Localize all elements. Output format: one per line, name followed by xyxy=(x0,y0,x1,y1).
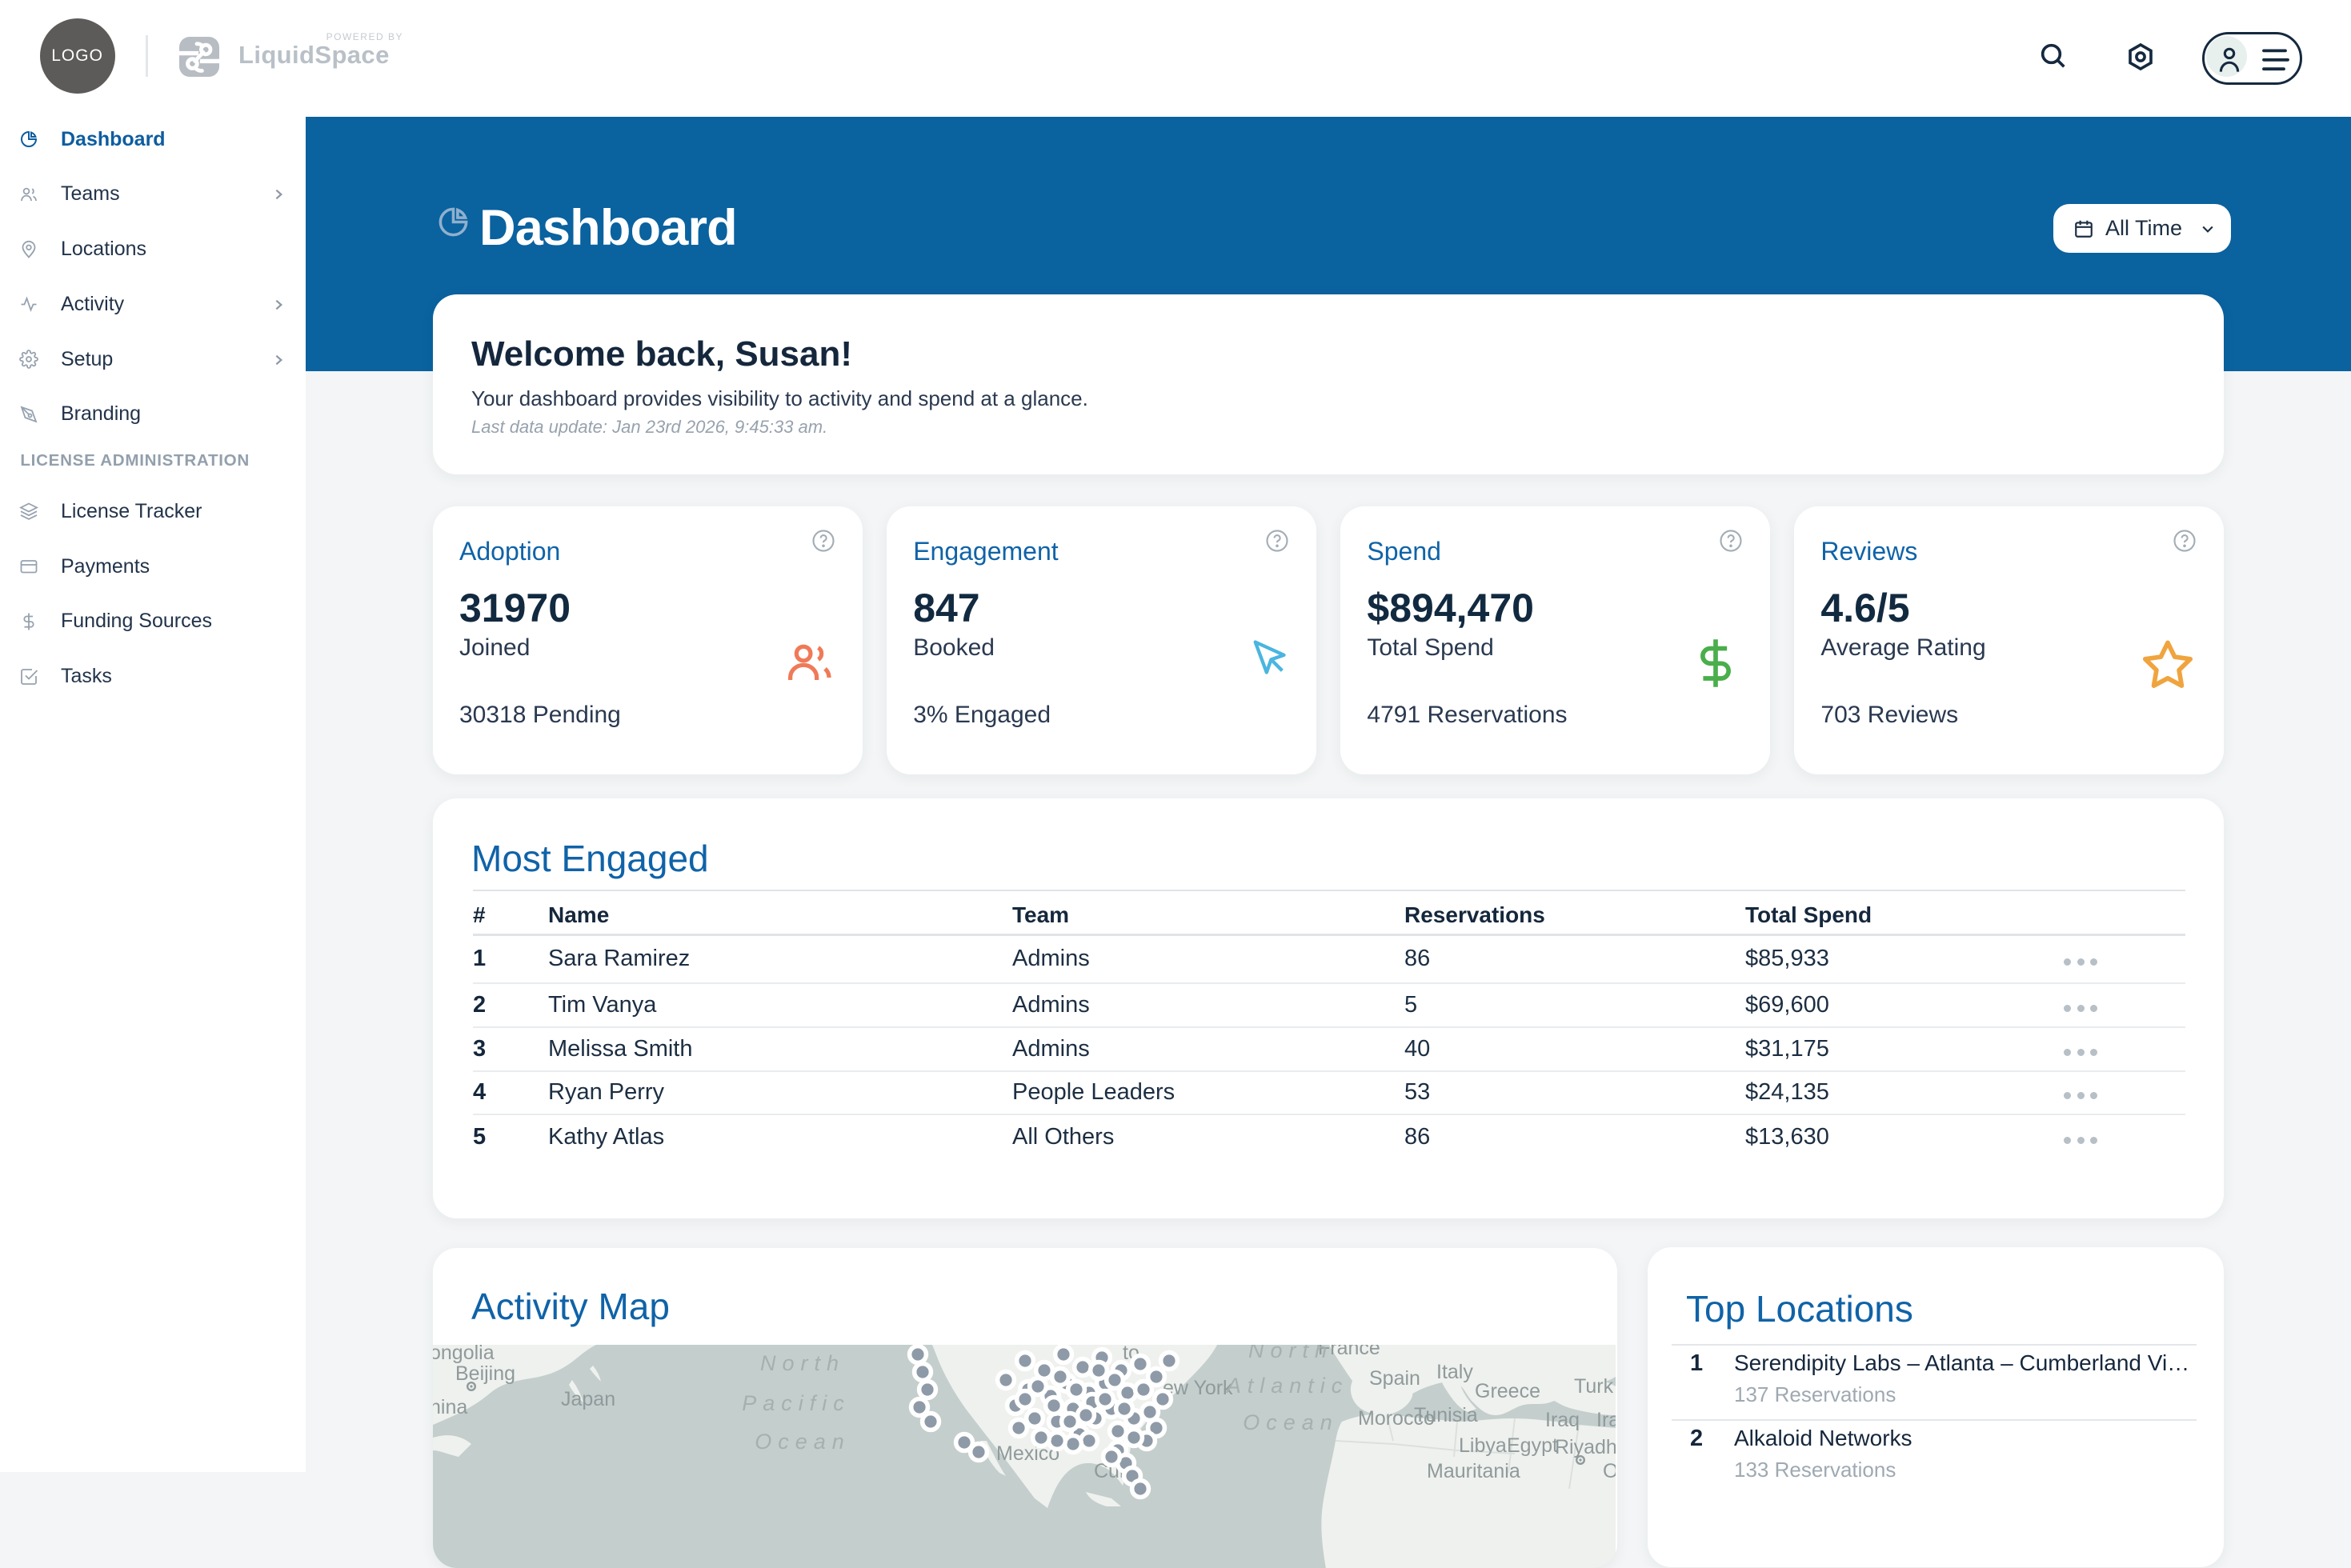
svg-text:ew York: ew York xyxy=(1163,1377,1233,1399)
svg-text:Ocean: Ocean xyxy=(755,1430,851,1454)
svg-text:Ira: Ira xyxy=(1596,1409,1616,1431)
svg-text:Egypt: Egypt xyxy=(1507,1434,1558,1457)
svg-text:Iraq: Iraq xyxy=(1545,1409,1580,1431)
svg-text:Turk: Turk xyxy=(1574,1375,1614,1398)
svg-text:Tunisia: Tunisia xyxy=(1414,1404,1478,1426)
svg-text:ongolia: ongolia xyxy=(433,1345,495,1364)
svg-text:Greece: Greece xyxy=(1475,1380,1540,1402)
svg-text:Libya: Libya xyxy=(1459,1434,1507,1457)
svg-text:Riyadh: Riyadh xyxy=(1555,1436,1616,1458)
svg-text:Italy: Italy xyxy=(1436,1361,1473,1383)
svg-text:North: North xyxy=(1248,1345,1333,1362)
svg-text:North: North xyxy=(760,1351,845,1375)
svg-text:Pacific: Pacific xyxy=(742,1391,851,1415)
svg-text:Morocco: Morocco xyxy=(1358,1407,1435,1430)
svg-text:Beijing: Beijing xyxy=(455,1362,515,1385)
svg-text:Or: Or xyxy=(1603,1460,1616,1482)
svg-text:Japan: Japan xyxy=(561,1388,615,1410)
svg-text:Ocean: Ocean xyxy=(1243,1410,1339,1434)
svg-text:Spain: Spain xyxy=(1369,1367,1420,1390)
svg-text:Atlantic: Atlantic xyxy=(1225,1374,1349,1398)
svg-text:hina: hina xyxy=(433,1396,467,1418)
svg-text:Mauritania: Mauritania xyxy=(1427,1460,1520,1482)
